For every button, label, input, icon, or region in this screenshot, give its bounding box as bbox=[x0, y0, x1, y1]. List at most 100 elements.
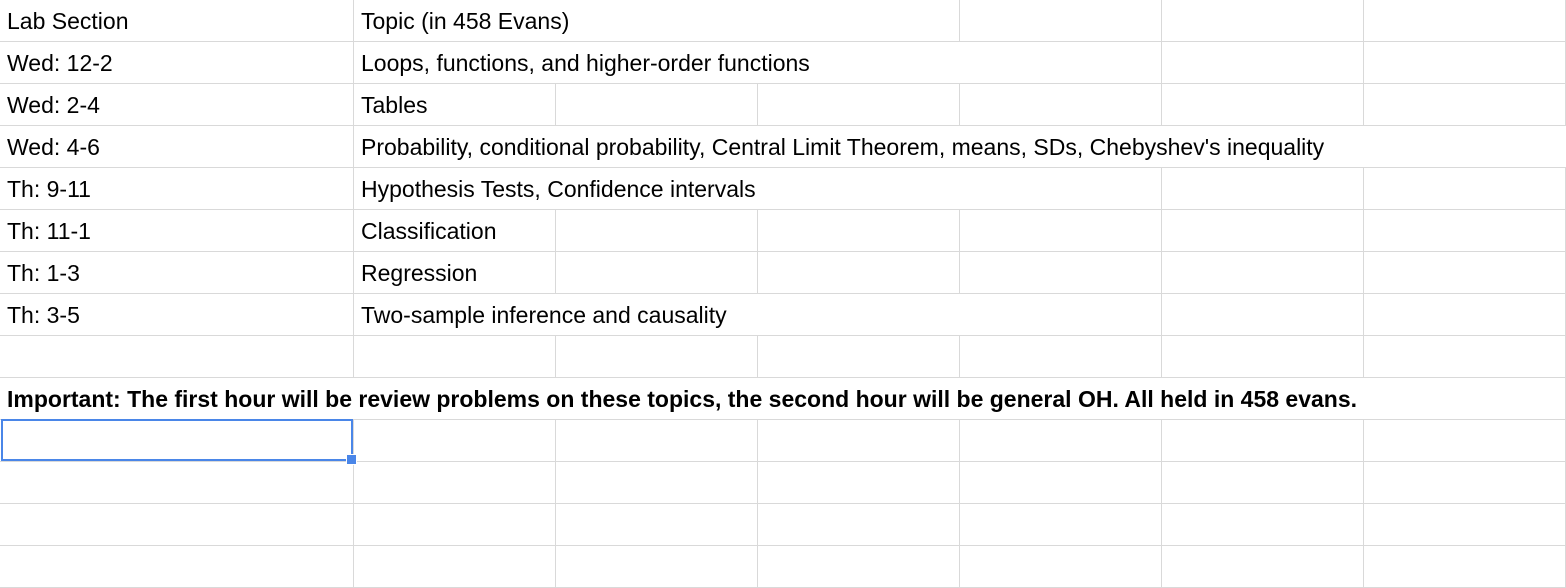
cell-d3[interactable] bbox=[758, 84, 960, 126]
cell-a1[interactable]: Lab Section bbox=[0, 0, 354, 42]
cell-f3[interactable] bbox=[1162, 84, 1364, 126]
cell-f7[interactable] bbox=[1162, 252, 1364, 294]
cell-f11[interactable] bbox=[1162, 420, 1364, 462]
cell-c6[interactable] bbox=[556, 210, 758, 252]
cell-text: Hypothesis Tests, Confidence intervals bbox=[361, 176, 756, 202]
cell-g12[interactable] bbox=[1364, 462, 1566, 504]
sheet-row: Th: 1-3 Regression bbox=[0, 252, 1566, 294]
cell-e7[interactable] bbox=[960, 252, 1162, 294]
cell-text: Regression bbox=[361, 260, 478, 286]
sheet-row-empty bbox=[0, 420, 1566, 462]
cell-text: Th: 9-11 bbox=[7, 176, 91, 202]
cell-b14[interactable] bbox=[354, 546, 556, 588]
cell-a11[interactable] bbox=[0, 420, 354, 462]
cell-b8[interactable]: Two-sample inference and causality bbox=[354, 294, 960, 336]
cell-a14[interactable] bbox=[0, 546, 354, 588]
cell-e3[interactable] bbox=[960, 84, 1162, 126]
cell-c3[interactable] bbox=[556, 84, 758, 126]
cell-a9[interactable] bbox=[0, 336, 354, 378]
cell-c11[interactable] bbox=[556, 420, 758, 462]
cell-b11[interactable] bbox=[354, 420, 556, 462]
cell-g3[interactable] bbox=[1364, 84, 1566, 126]
cell-f5[interactable] bbox=[1162, 168, 1364, 210]
cell-text: Two-sample inference and causality bbox=[361, 302, 727, 328]
sheet-row-note: Important: The first hour will be review… bbox=[0, 378, 1566, 420]
sheet-row: Th: 11-1 Classification bbox=[0, 210, 1566, 252]
cell-f14[interactable] bbox=[1162, 546, 1364, 588]
cell-b12[interactable] bbox=[354, 462, 556, 504]
cell-f6[interactable] bbox=[1162, 210, 1364, 252]
cell-b13[interactable] bbox=[354, 504, 556, 546]
cell-g8[interactable] bbox=[1364, 294, 1566, 336]
cell-d13[interactable] bbox=[758, 504, 960, 546]
active-cell-selection[interactable] bbox=[1, 419, 353, 461]
cell-f9[interactable] bbox=[1162, 336, 1364, 378]
cell-a5[interactable]: Th: 9-11 bbox=[0, 168, 354, 210]
cell-f8[interactable] bbox=[1162, 294, 1364, 336]
cell-text: Loops, functions, and higher-order funct… bbox=[361, 50, 810, 76]
cell-e11[interactable] bbox=[960, 420, 1162, 462]
cell-g11[interactable] bbox=[1364, 420, 1566, 462]
cell-a10[interactable]: Important: The first hour will be review… bbox=[0, 378, 1566, 420]
cell-e14[interactable] bbox=[960, 546, 1162, 588]
cell-text: Classification bbox=[361, 218, 497, 244]
cell-e5[interactable] bbox=[960, 168, 1162, 210]
cell-g5[interactable] bbox=[1364, 168, 1566, 210]
cell-g9[interactable] bbox=[1364, 336, 1566, 378]
cell-a6[interactable]: Th: 11-1 bbox=[0, 210, 354, 252]
cell-text: Wed: 2-4 bbox=[7, 92, 100, 118]
cell-d14[interactable] bbox=[758, 546, 960, 588]
cell-d12[interactable] bbox=[758, 462, 960, 504]
cell-b3[interactable]: Tables bbox=[354, 84, 556, 126]
cell-e6[interactable] bbox=[960, 210, 1162, 252]
sheet-row: Wed: 2-4 Tables bbox=[0, 84, 1566, 126]
cell-c7[interactable] bbox=[556, 252, 758, 294]
cell-f1[interactable] bbox=[1162, 0, 1364, 42]
cell-a3[interactable]: Wed: 2-4 bbox=[0, 84, 354, 126]
cell-a8[interactable]: Th: 3-5 bbox=[0, 294, 354, 336]
cell-e13[interactable] bbox=[960, 504, 1162, 546]
sheet-row: Wed: 12-2 Loops, functions, and higher-o… bbox=[0, 42, 1566, 84]
cell-c14[interactable] bbox=[556, 546, 758, 588]
sheet-row-empty bbox=[0, 504, 1566, 546]
cell-g2[interactable] bbox=[1364, 42, 1566, 84]
cell-f12[interactable] bbox=[1162, 462, 1364, 504]
cell-e1[interactable] bbox=[960, 0, 1162, 42]
cell-b6[interactable]: Classification bbox=[354, 210, 556, 252]
cell-e2[interactable] bbox=[960, 42, 1162, 84]
cell-g6[interactable] bbox=[1364, 210, 1566, 252]
cell-text: Th: 1-3 bbox=[7, 260, 80, 286]
cell-d9[interactable] bbox=[758, 336, 960, 378]
cell-c9[interactable] bbox=[556, 336, 758, 378]
cell-g7[interactable] bbox=[1364, 252, 1566, 294]
cell-e12[interactable] bbox=[960, 462, 1162, 504]
cell-a2[interactable]: Wed: 12-2 bbox=[0, 42, 354, 84]
cell-d6[interactable] bbox=[758, 210, 960, 252]
cell-b2[interactable]: Loops, functions, and higher-order funct… bbox=[354, 42, 960, 84]
cell-b5[interactable]: Hypothesis Tests, Confidence intervals bbox=[354, 168, 960, 210]
cell-text: Probability, conditional probability, Ce… bbox=[361, 134, 1325, 160]
cell-b1[interactable]: Topic (in 458 Evans) bbox=[354, 0, 758, 42]
cell-a7[interactable]: Th: 1-3 bbox=[0, 252, 354, 294]
cell-a12[interactable] bbox=[0, 462, 354, 504]
cell-b9[interactable] bbox=[354, 336, 556, 378]
cell-a4[interactable]: Wed: 4-6 bbox=[0, 126, 354, 168]
cell-g13[interactable] bbox=[1364, 504, 1566, 546]
cell-e9[interactable] bbox=[960, 336, 1162, 378]
cell-c12[interactable] bbox=[556, 462, 758, 504]
fill-handle[interactable] bbox=[346, 454, 357, 465]
sheet-row: Th: 9-11 Hypothesis Tests, Confidence in… bbox=[0, 168, 1566, 210]
cell-e8[interactable] bbox=[960, 294, 1162, 336]
cell-d1[interactable] bbox=[758, 0, 960, 42]
cell-b4[interactable]: Probability, conditional probability, Ce… bbox=[354, 126, 1566, 168]
cell-c13[interactable] bbox=[556, 504, 758, 546]
cell-g14[interactable] bbox=[1364, 546, 1566, 588]
cell-g1[interactable] bbox=[1364, 0, 1566, 42]
cell-b7[interactable]: Regression bbox=[354, 252, 556, 294]
cell-d11[interactable] bbox=[758, 420, 960, 462]
cell-d7[interactable] bbox=[758, 252, 960, 294]
cell-f13[interactable] bbox=[1162, 504, 1364, 546]
cell-f2[interactable] bbox=[1162, 42, 1364, 84]
cell-a13[interactable] bbox=[0, 504, 354, 546]
